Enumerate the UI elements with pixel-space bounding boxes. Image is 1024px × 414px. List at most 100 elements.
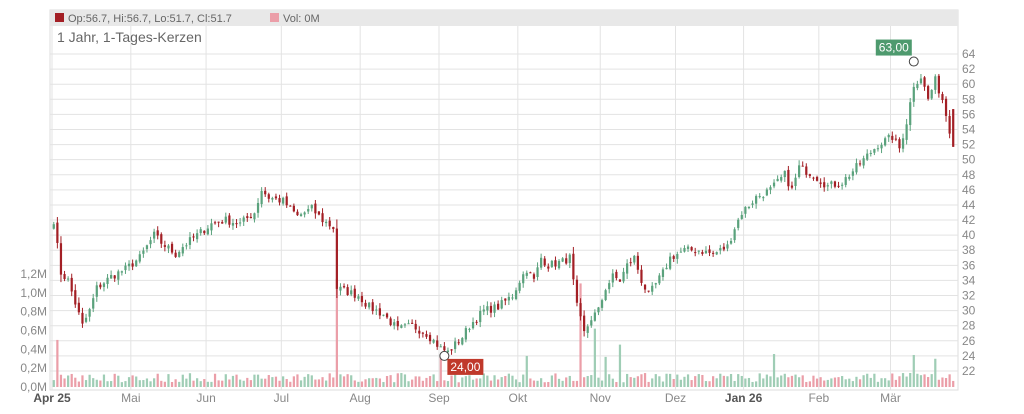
volume-bar bbox=[679, 379, 682, 387]
volume-bar bbox=[905, 376, 908, 387]
candle-body bbox=[156, 230, 159, 236]
candle-body bbox=[403, 324, 407, 326]
volume-bar bbox=[321, 377, 324, 387]
volume-bar bbox=[626, 373, 629, 387]
volume-bar bbox=[192, 380, 195, 387]
volume-bar bbox=[411, 379, 414, 387]
candle-body bbox=[851, 171, 854, 176]
candle-body bbox=[199, 229, 202, 234]
month-tick-label: Sep bbox=[428, 391, 450, 405]
volume-bar bbox=[522, 374, 525, 387]
volume-bar bbox=[102, 374, 106, 387]
volume-bar bbox=[63, 378, 66, 387]
volume-bar bbox=[855, 376, 858, 387]
candle-body bbox=[787, 169, 790, 187]
candle-body bbox=[529, 272, 532, 274]
volume-bar bbox=[765, 374, 768, 387]
candle-body bbox=[138, 254, 141, 262]
volume-bar bbox=[615, 382, 618, 387]
volume-bar bbox=[206, 381, 209, 387]
volume-bar bbox=[590, 375, 593, 387]
low-badge bbox=[447, 358, 484, 375]
volume-bar bbox=[540, 378, 543, 387]
volume-bar bbox=[801, 375, 804, 387]
candle-body bbox=[167, 245, 170, 249]
candle-body bbox=[52, 224, 55, 229]
volume-bar bbox=[475, 378, 478, 387]
volume-bar bbox=[772, 354, 776, 387]
volume-bar bbox=[948, 374, 951, 387]
candle-body bbox=[937, 75, 940, 94]
candle-body bbox=[414, 323, 417, 330]
candle-body bbox=[292, 205, 295, 212]
plot-background bbox=[49, 9, 959, 391]
candle-body bbox=[898, 139, 901, 149]
price-tick-label: 28 bbox=[962, 319, 976, 333]
volume-bar bbox=[221, 380, 224, 387]
candle-body bbox=[550, 260, 553, 267]
candle-body bbox=[357, 296, 360, 299]
volume-bar bbox=[59, 374, 63, 387]
candle-body bbox=[335, 228, 338, 289]
volume-bar bbox=[393, 382, 396, 387]
volume-bar bbox=[862, 375, 865, 387]
candle-body bbox=[755, 196, 758, 204]
volume-bar bbox=[163, 381, 166, 387]
candle-body bbox=[848, 176, 851, 179]
candle-body bbox=[805, 166, 808, 175]
candle-body bbox=[196, 233, 199, 240]
candle-body bbox=[393, 322, 396, 326]
candle-body bbox=[267, 194, 270, 199]
volume-bar bbox=[532, 380, 536, 387]
volume-bar bbox=[561, 380, 564, 387]
candle-body bbox=[314, 203, 317, 214]
volume-bar bbox=[217, 380, 220, 387]
volume-bar bbox=[751, 381, 754, 387]
volume-bar bbox=[156, 373, 159, 387]
candle-body bbox=[242, 217, 245, 222]
volume-bar bbox=[67, 375, 70, 387]
candle-body bbox=[708, 249, 711, 253]
volume-tick-label: 0,0M bbox=[20, 380, 47, 394]
volume-bar bbox=[934, 358, 937, 387]
volume-bar bbox=[70, 373, 73, 387]
volume-bar bbox=[120, 382, 123, 387]
volume-bar bbox=[525, 355, 528, 387]
candle-body bbox=[823, 182, 826, 188]
candle-body bbox=[185, 245, 188, 247]
volume-bar bbox=[88, 374, 91, 387]
volume-bar bbox=[755, 381, 758, 387]
candle-body bbox=[737, 219, 740, 228]
volume-bar bbox=[271, 377, 274, 387]
volume-bar bbox=[919, 375, 923, 387]
price-tick-label: 24 bbox=[962, 349, 976, 363]
candle-body bbox=[869, 152, 872, 154]
candle-body bbox=[206, 228, 209, 235]
price-tick-label: 50 bbox=[962, 153, 976, 167]
candle-body bbox=[282, 197, 285, 204]
volume-bar bbox=[909, 372, 912, 387]
volume-bar bbox=[758, 373, 761, 387]
candle-body bbox=[923, 77, 926, 87]
candle-body bbox=[124, 265, 127, 271]
volume-bar bbox=[328, 373, 331, 387]
candle-body bbox=[507, 296, 510, 301]
price-tick-label: 30 bbox=[962, 304, 976, 318]
volume-bar bbox=[815, 378, 819, 387]
volume-bar bbox=[787, 377, 790, 387]
volume-bar bbox=[776, 377, 779, 387]
candle-body bbox=[557, 260, 561, 269]
volume-bar bbox=[178, 381, 181, 387]
candle-body bbox=[798, 165, 801, 177]
volume-bar bbox=[586, 376, 589, 387]
volume-bar bbox=[264, 378, 267, 387]
volume-bar bbox=[543, 382, 546, 387]
volume-bar bbox=[672, 378, 675, 387]
volume-bar bbox=[841, 376, 844, 387]
volume-bar bbox=[425, 377, 428, 387]
candle-body bbox=[633, 255, 636, 263]
candle-body bbox=[733, 229, 736, 241]
volume-bar bbox=[826, 379, 829, 387]
candle-body bbox=[256, 202, 260, 213]
